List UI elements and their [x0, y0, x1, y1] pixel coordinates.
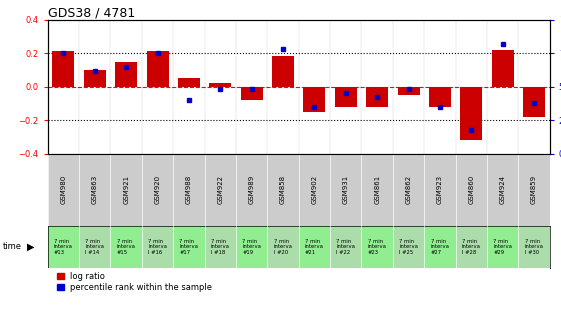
Text: GSM989: GSM989 [249, 175, 255, 204]
Text: GSM924: GSM924 [500, 175, 505, 204]
Bar [461, 87, 482, 140]
Bar [209, 83, 231, 87]
Text: GSM863: GSM863 [92, 175, 98, 204]
Bar [330, 226, 361, 268]
Text: GSM902: GSM902 [311, 175, 318, 204]
Bar [398, 87, 420, 95]
Text: 7 min
interva
l #22: 7 min interva l #22 [337, 239, 355, 255]
Text: GSM920: GSM920 [154, 175, 160, 204]
Bar [492, 50, 514, 87]
Text: 7 min
interva
l #16: 7 min interva l #16 [148, 239, 167, 255]
Bar [523, 87, 545, 117]
Text: GSM988: GSM988 [186, 175, 192, 204]
Text: time: time [3, 242, 22, 251]
Text: 7 min
interva
l #20: 7 min interva l #20 [274, 239, 292, 255]
Text: GDS38 / 4781: GDS38 / 4781 [48, 7, 135, 20]
Bar [304, 87, 325, 112]
Bar [429, 87, 451, 107]
Text: GSM922: GSM922 [217, 175, 223, 204]
Text: GSM858: GSM858 [280, 175, 286, 204]
Bar [142, 226, 173, 268]
Bar [366, 87, 388, 107]
Text: 7 min
interva
#27: 7 min interva #27 [430, 239, 449, 255]
Bar [424, 226, 456, 268]
Text: 7 min
interva
l #14: 7 min interva l #14 [85, 239, 104, 255]
Bar [456, 226, 487, 268]
Bar [272, 57, 294, 87]
Bar [361, 226, 393, 268]
Text: 7 min
interva
l #25: 7 min interva l #25 [399, 239, 418, 255]
Text: 7 min
interva
#21: 7 min interva #21 [305, 239, 324, 255]
Bar [111, 226, 142, 268]
Text: GSM861: GSM861 [374, 175, 380, 204]
Text: 7 min
interva
#15: 7 min interva #15 [117, 239, 136, 255]
Text: GSM923: GSM923 [437, 175, 443, 204]
Text: 7 min
interva
#23: 7 min interva #23 [368, 239, 387, 255]
Text: GSM862: GSM862 [406, 175, 412, 204]
Bar [84, 70, 105, 87]
Bar [393, 226, 424, 268]
Text: 7 min
interva
#17: 7 min interva #17 [180, 239, 199, 255]
Text: GSM859: GSM859 [531, 175, 537, 204]
Text: 7 min
interva
l #18: 7 min interva l #18 [211, 239, 229, 255]
Bar [79, 226, 111, 268]
Text: 7 min
interva
l #30: 7 min interva l #30 [525, 239, 544, 255]
Text: ▶: ▶ [27, 242, 34, 252]
Bar [48, 226, 79, 268]
Text: 7 min
interva
l #28: 7 min interva l #28 [462, 239, 481, 255]
Bar [518, 226, 550, 268]
Text: GSM980: GSM980 [61, 175, 66, 204]
Bar [115, 61, 137, 87]
Text: GSM860: GSM860 [468, 175, 475, 204]
Bar [335, 87, 357, 107]
Bar [236, 226, 268, 268]
Text: GSM921: GSM921 [123, 175, 129, 204]
Bar [52, 51, 75, 87]
Bar [205, 226, 236, 268]
Bar [268, 226, 298, 268]
Bar [178, 78, 200, 87]
Text: 7 min
interva
#13: 7 min interva #13 [54, 239, 73, 255]
Text: 7 min
interva
#19: 7 min interva #19 [242, 239, 261, 255]
Text: GSM931: GSM931 [343, 175, 349, 204]
Legend: log ratio, percentile rank within the sample: log ratio, percentile rank within the sa… [57, 272, 212, 292]
Text: 7 min
interva
#29: 7 min interva #29 [493, 239, 512, 255]
Bar [487, 226, 518, 268]
Bar [241, 87, 263, 100]
Bar [173, 226, 205, 268]
Bar [298, 226, 330, 268]
Bar [146, 51, 168, 87]
